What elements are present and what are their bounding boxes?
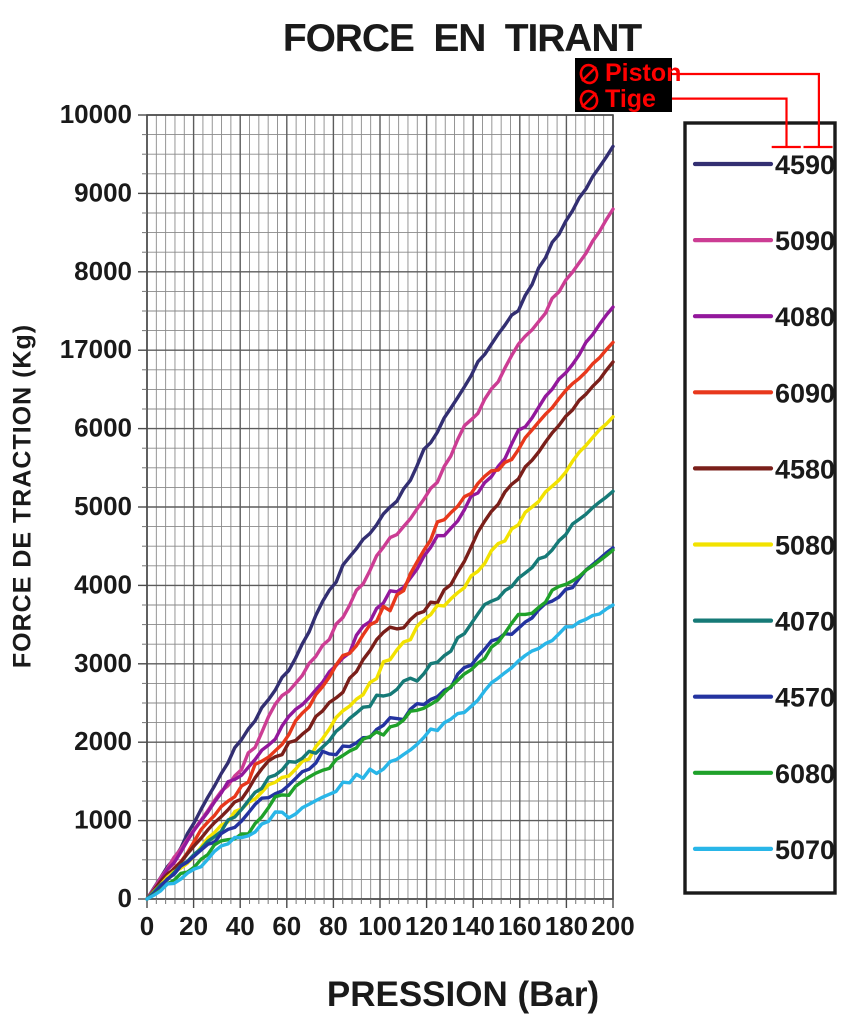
svg-text:40: 40: [226, 911, 255, 941]
svg-text:Tige: Tige: [605, 85, 656, 113]
svg-text:100: 100: [358, 911, 401, 941]
svg-text:5090: 5090: [775, 226, 835, 256]
svg-text:9000: 9000: [74, 177, 132, 207]
svg-text:4590: 4590: [775, 150, 835, 180]
svg-text:180: 180: [545, 911, 588, 941]
svg-text:0: 0: [118, 883, 132, 913]
svg-text:20: 20: [179, 911, 208, 941]
svg-text:Piston: Piston: [605, 59, 681, 87]
svg-text:2000: 2000: [74, 726, 132, 756]
svg-text:5080: 5080: [775, 531, 835, 561]
svg-text:4570: 4570: [775, 683, 835, 713]
svg-text:200: 200: [591, 911, 634, 941]
svg-text:1000: 1000: [74, 805, 132, 835]
svg-text:160: 160: [498, 911, 541, 941]
svg-text:17000: 17000: [60, 334, 132, 364]
svg-text:5000: 5000: [74, 491, 132, 521]
svg-text:6000: 6000: [74, 413, 132, 443]
svg-text:4000: 4000: [74, 569, 132, 599]
svg-text:3000: 3000: [74, 648, 132, 678]
svg-text:6090: 6090: [775, 378, 835, 408]
svg-text:4070: 4070: [775, 607, 835, 637]
svg-text:10000: 10000: [60, 99, 132, 129]
svg-text:4580: 4580: [775, 454, 835, 484]
svg-text:0: 0: [140, 911, 154, 941]
svg-text:60: 60: [272, 911, 301, 941]
svg-text:8000: 8000: [74, 256, 132, 286]
svg-text:4080: 4080: [775, 302, 835, 332]
svg-text:5070: 5070: [775, 835, 835, 865]
svg-text:120: 120: [405, 911, 448, 941]
svg-text:6080: 6080: [775, 759, 835, 789]
svg-text:140: 140: [452, 911, 495, 941]
svg-text:80: 80: [319, 911, 348, 941]
